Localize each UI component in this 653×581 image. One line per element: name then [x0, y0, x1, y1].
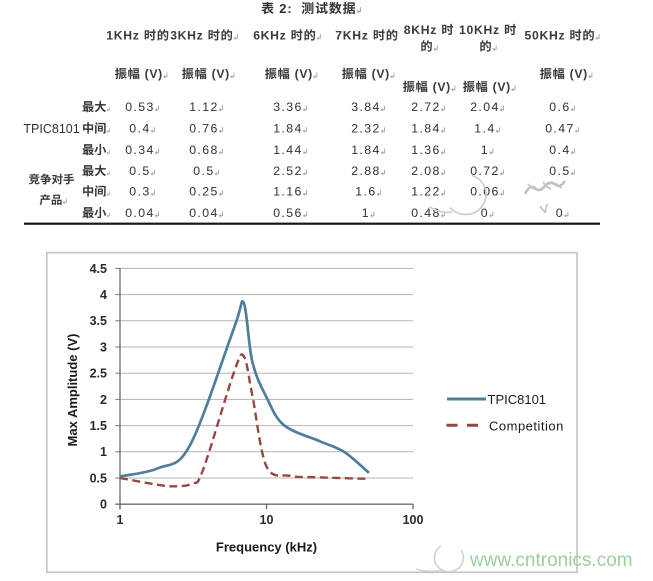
svg-text:0.5: 0.5: [129, 164, 150, 178]
svg-text:0.04: 0.04: [189, 206, 219, 220]
svg-text:4: 4: [100, 288, 107, 302]
svg-text:0.53: 0.53: [125, 100, 155, 114]
svg-text:1: 1: [100, 445, 107, 459]
svg-text:100: 100: [403, 513, 424, 527]
svg-text:2: 2: [100, 393, 107, 407]
svg-text:2.5: 2.5: [90, 367, 107, 381]
svg-text:0.04: 0.04: [125, 206, 155, 220]
svg-text:2.32: 2.32: [351, 122, 381, 136]
svg-text:(V): (V): [141, 67, 163, 81]
svg-text:2:: 2:: [275, 1, 301, 16]
svg-text:0.06: 0.06: [470, 185, 500, 199]
svg-text:0.56: 0.56: [273, 206, 303, 220]
svg-text:0.5: 0.5: [193, 164, 214, 178]
svg-text:1.5: 1.5: [90, 419, 107, 433]
svg-text:1.16: 1.16: [273, 185, 303, 199]
svg-text:3.36: 3.36: [273, 100, 303, 114]
svg-text:(V): (V): [208, 67, 230, 81]
svg-text:0.3: 0.3: [129, 185, 150, 199]
svg-text:1.4: 1.4: [474, 122, 495, 136]
svg-text:Frequency (kHz): Frequency (kHz): [216, 540, 317, 555]
svg-text:1.36: 1.36: [411, 143, 441, 157]
svg-text:Competition: Competition: [489, 419, 564, 434]
svg-text:1KHz: 1KHz: [106, 29, 143, 43]
svg-text:10KHz: 10KHz: [459, 23, 504, 37]
svg-text:8KHz: 8KHz: [404, 23, 441, 37]
svg-text:(V): (V): [368, 67, 390, 81]
svg-text:2.52: 2.52: [273, 164, 303, 178]
svg-text:0: 0: [100, 498, 107, 512]
svg-text:2.08: 2.08: [411, 164, 441, 178]
svg-text:1.84: 1.84: [411, 122, 441, 136]
svg-text:0.72: 0.72: [470, 164, 500, 178]
svg-text:1.22: 1.22: [411, 185, 441, 199]
svg-text:3.5: 3.5: [90, 314, 107, 328]
svg-text:TPIC8101: TPIC8101: [23, 122, 79, 136]
svg-text:(V): (V): [291, 67, 313, 81]
svg-text:7KHz: 7KHz: [335, 29, 372, 43]
svg-text:0.4: 0.4: [549, 143, 570, 157]
svg-text:(V): (V): [429, 80, 451, 94]
svg-text:(V): (V): [566, 67, 588, 81]
svg-text:50KHz: 50KHz: [525, 29, 570, 43]
svg-text:2.04: 2.04: [470, 100, 500, 114]
svg-text:0.68: 0.68: [189, 143, 219, 157]
svg-text:0.5: 0.5: [549, 164, 570, 178]
svg-text:1.6: 1.6: [355, 185, 376, 199]
svg-text:3: 3: [100, 340, 107, 354]
svg-text:0.48: 0.48: [411, 206, 441, 220]
svg-text:0.34: 0.34: [125, 143, 155, 157]
svg-text:6KHz: 6KHz: [253, 29, 290, 43]
svg-text:4.5: 4.5: [90, 262, 107, 276]
svg-text:1.12: 1.12: [189, 100, 219, 114]
svg-text:1: 1: [117, 513, 124, 527]
svg-text:2.88: 2.88: [351, 164, 381, 178]
svg-text:0.47: 0.47: [545, 122, 575, 136]
svg-text:Max Amplitude (V): Max Amplitude (V): [65, 334, 80, 447]
svg-text:TPIC8101: TPIC8101: [488, 392, 547, 407]
svg-text:10: 10: [260, 513, 274, 527]
svg-text:1.84: 1.84: [351, 143, 381, 157]
svg-text:0.5: 0.5: [90, 471, 107, 485]
svg-text:(V): (V): [489, 80, 511, 94]
svg-text:0.25: 0.25: [189, 185, 219, 199]
svg-text:1.84: 1.84: [273, 122, 303, 136]
svg-text:0.6: 0.6: [549, 100, 570, 114]
svg-text:0.76: 0.76: [189, 122, 219, 136]
svg-text:1: 1: [481, 143, 489, 157]
svg-text:0: 0: [481, 206, 489, 220]
svg-text:2.72: 2.72: [411, 100, 441, 114]
svg-text:1.44: 1.44: [273, 143, 303, 157]
svg-text:1: 1: [362, 206, 370, 220]
svg-text:3KHz: 3KHz: [170, 29, 207, 43]
svg-text:3.84: 3.84: [351, 100, 381, 114]
svg-text:0.4: 0.4: [129, 122, 150, 136]
svg-text:www.cntronics.com: www.cntronics.com: [469, 550, 633, 571]
svg-text:0: 0: [556, 206, 564, 220]
